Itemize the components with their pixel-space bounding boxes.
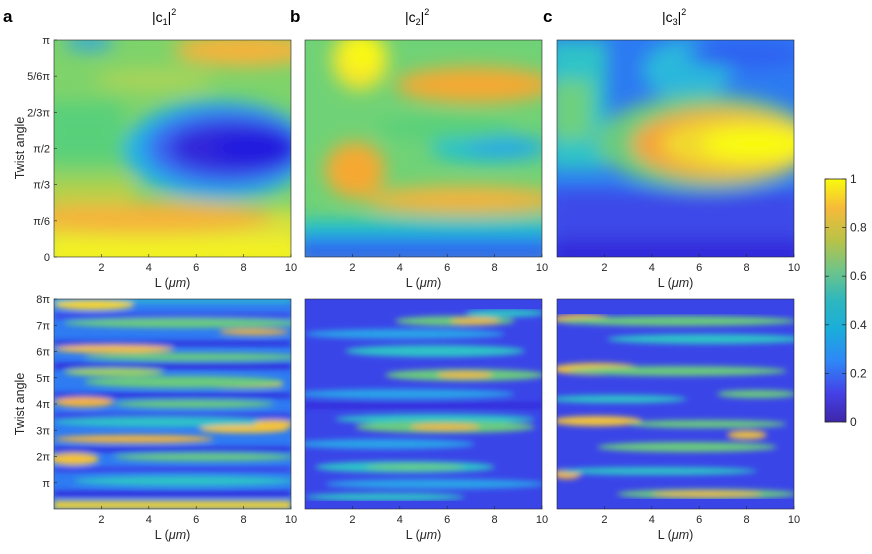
y-tick-label: π bbox=[42, 478, 50, 490]
x-axis-label: L (μm) bbox=[155, 528, 191, 542]
x-tick-label: 6 bbox=[444, 262, 450, 274]
x-tick-label: 10 bbox=[285, 514, 297, 526]
colorbar-tick-label: 0.2 bbox=[850, 366, 867, 380]
title-c1: |c1|2 bbox=[152, 7, 176, 27]
x-tick-label: 6 bbox=[696, 514, 702, 526]
colorbar-tick-label: 0.4 bbox=[850, 318, 867, 332]
y-tick-label: 6π bbox=[36, 347, 50, 359]
x-tick-label: 2 bbox=[601, 514, 607, 526]
colorbar-tick-label: 0 bbox=[850, 415, 857, 429]
colorbar-tick-label: 0.6 bbox=[850, 269, 867, 283]
x-axis-bottom: 2 4 6 8 10 2 4 6 8 10 2 4 6 8 10 bbox=[98, 506, 800, 526]
x-axis-top: 2 4 6 8 10 2 4 6 8 10 2 4 6 8 10 bbox=[98, 254, 800, 274]
colorbar-tick-label: 0.8 bbox=[850, 221, 867, 235]
x-tick-label: 4 bbox=[397, 262, 403, 274]
y-tick-label: π/3 bbox=[33, 180, 50, 192]
x-tick-label: 8 bbox=[744, 262, 750, 274]
y-tick-label: π bbox=[42, 35, 50, 47]
x-tick-label: 4 bbox=[649, 514, 655, 526]
x-tick-label: 4 bbox=[146, 514, 152, 526]
y-tick-label: 3π bbox=[36, 425, 50, 437]
x-tick-label: 8 bbox=[744, 514, 750, 526]
x-tick-label: 10 bbox=[788, 514, 800, 526]
y-axis-top: 0 π/6 π/3 π/2 2/3π 5/6π π bbox=[27, 35, 57, 264]
x-tick-label: 2 bbox=[98, 262, 104, 274]
x-tick-label: 2 bbox=[98, 514, 104, 526]
x-tick-label: 2 bbox=[349, 514, 355, 526]
panel-letter-b: b bbox=[290, 7, 300, 26]
y-tick-label: π/2 bbox=[33, 144, 50, 156]
x-tick-label: 4 bbox=[146, 262, 152, 274]
x-tick-label: 8 bbox=[492, 514, 498, 526]
x-axis-label: L (μm) bbox=[155, 276, 191, 290]
y-tick-label: 5π bbox=[36, 373, 50, 385]
x-tick-label: 6 bbox=[193, 262, 199, 274]
x-tick-label: 10 bbox=[285, 262, 297, 274]
x-tick-label: 4 bbox=[397, 514, 403, 526]
y-tick-label: 0 bbox=[44, 252, 50, 264]
heatmap-bottom-b bbox=[304, 298, 543, 510]
panel-letter-c: c bbox=[543, 7, 552, 26]
heatmap-top-a bbox=[53, 39, 292, 258]
x-tick-label: 8 bbox=[241, 514, 247, 526]
heatmap-top-b bbox=[304, 39, 543, 258]
x-axis-label: L (μm) bbox=[406, 276, 442, 290]
title-c3: |c3|2 bbox=[662, 7, 686, 27]
y-tick-label: 8π bbox=[36, 294, 50, 306]
x-axis-label: L (μm) bbox=[658, 276, 694, 290]
heatmap-bottom-c bbox=[556, 298, 795, 510]
heatmap-bottom-a bbox=[53, 298, 292, 510]
y-tick-label: 2/3π bbox=[27, 107, 50, 119]
x-axis-label: L (μm) bbox=[406, 528, 442, 542]
y-tick-label: 5/6π bbox=[27, 71, 50, 83]
ylabel-bottom: Twist angle bbox=[13, 373, 27, 436]
heatmap-top-c bbox=[556, 39, 795, 258]
y-tick-label: 7π bbox=[36, 320, 50, 332]
x-tick-label: 8 bbox=[492, 262, 498, 274]
x-tick-label: 10 bbox=[788, 262, 800, 274]
colorbar-ticks: 0 0.2 0.4 0.6 0.8 1 bbox=[825, 172, 867, 429]
x-tick-label: 2 bbox=[349, 262, 355, 274]
y-tick-label: π/6 bbox=[33, 216, 50, 228]
panel-letter-a: a bbox=[3, 7, 13, 26]
x-tick-label: 6 bbox=[444, 514, 450, 526]
x-tick-label: 6 bbox=[696, 262, 702, 274]
y-axis-bottom: π 2π 3π 4π 5π 6π 7π 8π bbox=[36, 294, 57, 490]
colorbar bbox=[824, 178, 847, 423]
y-tick-label: 4π bbox=[36, 399, 50, 411]
x-tick-label: 10 bbox=[536, 262, 548, 274]
y-tick-label: 2π bbox=[36, 452, 50, 464]
title-c2: |c2|2 bbox=[405, 7, 429, 27]
ylabel-top: Twist angle bbox=[13, 117, 27, 180]
x-tick-label: 8 bbox=[241, 262, 247, 274]
colorbar-tick-label: 1 bbox=[850, 172, 857, 186]
x-tick-label: 4 bbox=[649, 262, 655, 274]
x-tick-label: 10 bbox=[536, 514, 548, 526]
x-tick-label: 2 bbox=[601, 262, 607, 274]
x-axis-label: L (μm) bbox=[658, 528, 694, 542]
x-tick-label: 6 bbox=[193, 514, 199, 526]
